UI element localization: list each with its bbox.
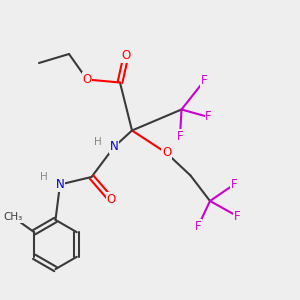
Text: F: F <box>195 220 201 233</box>
Text: O: O <box>162 146 171 160</box>
Text: O: O <box>82 73 91 86</box>
Text: H: H <box>94 136 101 147</box>
Text: F: F <box>201 74 207 88</box>
Text: N: N <box>110 140 118 154</box>
Text: O: O <box>106 193 116 206</box>
Text: F: F <box>231 178 237 191</box>
Text: O: O <box>122 49 130 62</box>
Text: H: H <box>40 172 47 182</box>
Text: N: N <box>56 178 64 191</box>
Text: F: F <box>177 130 183 143</box>
Text: F: F <box>205 110 212 124</box>
Text: CH₃: CH₃ <box>4 212 23 222</box>
Text: F: F <box>234 209 240 223</box>
